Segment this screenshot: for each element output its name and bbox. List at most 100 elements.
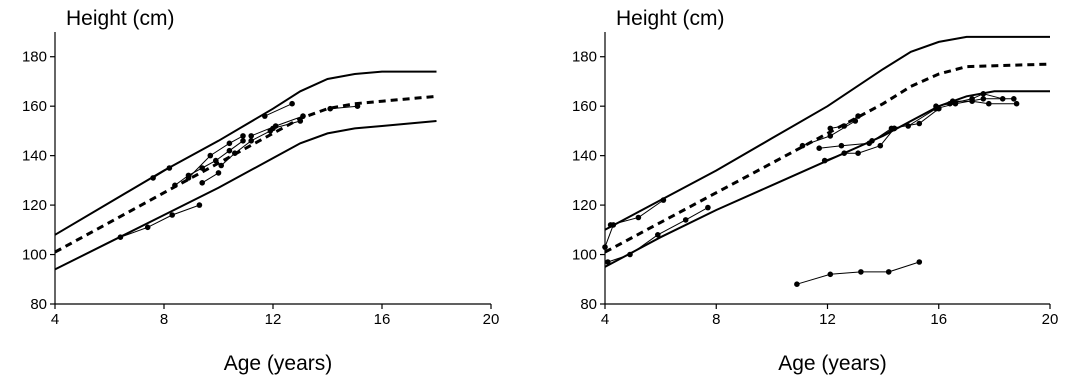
x-tick-label: 12: [819, 311, 836, 328]
data-point: [196, 202, 203, 208]
data-point: [794, 281, 800, 288]
x-tick-label: 16: [374, 311, 391, 328]
series-line: [220, 130, 271, 166]
data-point: [144, 224, 151, 231]
data-point: [827, 271, 834, 278]
y-tick-label: 80: [580, 296, 597, 313]
data-point: [841, 150, 847, 156]
series-line: [201, 172, 219, 184]
data-point: [841, 123, 847, 129]
y-axis-title: Height (cm): [66, 7, 175, 30]
data-point: [232, 150, 238, 156]
data-point: [999, 96, 1006, 102]
data-point: [635, 214, 642, 221]
data-point: [949, 98, 956, 104]
data-point: [226, 140, 233, 147]
series-line: [152, 167, 170, 179]
data-point: [605, 259, 611, 265]
data-point: [240, 138, 246, 144]
y-tick-label: 140: [22, 148, 47, 165]
series-line: [796, 261, 920, 285]
data-point: [248, 133, 254, 139]
series-line: [871, 127, 895, 142]
data-point: [218, 162, 224, 169]
reference-curve-solid: [54, 70, 437, 236]
data-point: [877, 142, 884, 149]
data-point: [240, 133, 246, 139]
data-point: [172, 182, 178, 189]
data-point: [1011, 96, 1017, 102]
data-point: [821, 157, 828, 164]
y-tick-label: 180: [572, 49, 597, 66]
data-point: [858, 269, 864, 275]
x-tick-label: 4: [601, 311, 609, 328]
series-line: [120, 204, 200, 238]
data-point: [166, 165, 173, 171]
reference-curve-dashed: [54, 94, 437, 254]
data-point: [354, 103, 361, 109]
x-tick-label: 8: [160, 311, 168, 328]
y-axis-title: Height (cm): [616, 7, 725, 30]
series-line: [330, 105, 358, 110]
x-tick-label: 12: [265, 311, 282, 328]
data-point: [827, 133, 834, 139]
data-point: [916, 120, 923, 127]
series-line: [907, 98, 1014, 127]
data-point: [980, 91, 987, 97]
series-line: [952, 100, 1017, 105]
data-point: [289, 100, 295, 107]
x-tick-label: 8: [712, 311, 720, 328]
y-tick-label: 160: [22, 98, 47, 115]
data-point: [226, 147, 233, 154]
data-point: [705, 204, 711, 211]
data-point: [215, 170, 222, 176]
data-point: [199, 165, 205, 171]
x-tick-label: 20: [483, 311, 500, 328]
data-point: [986, 100, 992, 107]
x-tick-label: 16: [930, 311, 947, 328]
data-point: [980, 96, 987, 102]
series-line: [188, 135, 244, 179]
y-tick-label: 120: [572, 197, 597, 214]
reference-curve-solid: [54, 120, 437, 271]
data-point: [602, 244, 608, 250]
data-point: [297, 118, 304, 124]
data-point: [213, 157, 219, 164]
y-tick-label: 100: [572, 247, 597, 264]
y-tick-label: 160: [572, 98, 597, 115]
data-point: [905, 123, 911, 129]
data-point: [916, 259, 923, 265]
x-axis-title: Age (years): [224, 352, 333, 375]
data-point: [855, 113, 861, 119]
data-point: [838, 142, 845, 149]
data-point: [327, 105, 334, 112]
data-point: [150, 175, 156, 181]
series-line: [264, 103, 293, 117]
data-point: [627, 251, 633, 258]
data-point: [199, 180, 205, 186]
data-point: [969, 98, 975, 104]
data-point: [607, 222, 614, 228]
data-point: [117, 234, 124, 240]
data-point: [1013, 100, 1020, 107]
data-point: [933, 103, 939, 109]
data-point: [655, 232, 661, 238]
y-tick-label: 80: [30, 296, 47, 313]
series-line: [272, 120, 301, 129]
y-tick-label: 180: [22, 49, 47, 66]
data-point: [827, 125, 834, 132]
y-tick-label: 100: [22, 247, 47, 264]
data-point: [816, 145, 822, 151]
data-point: [891, 125, 898, 132]
series-line: [604, 224, 614, 248]
left-panel: 80 100 120 140 160 180 4 8 12 16 20 Height (cm) Age …: [22, 7, 499, 375]
data-point: [169, 212, 175, 218]
data-point: [300, 113, 306, 119]
reference-curve-solid: [604, 90, 1050, 268]
x-tick-label: 4: [51, 311, 59, 328]
data-point: [855, 150, 861, 156]
data-point: [660, 197, 667, 203]
x-tick-label: 20: [1042, 311, 1059, 328]
data-point: [885, 269, 892, 275]
data-point: [682, 217, 689, 223]
